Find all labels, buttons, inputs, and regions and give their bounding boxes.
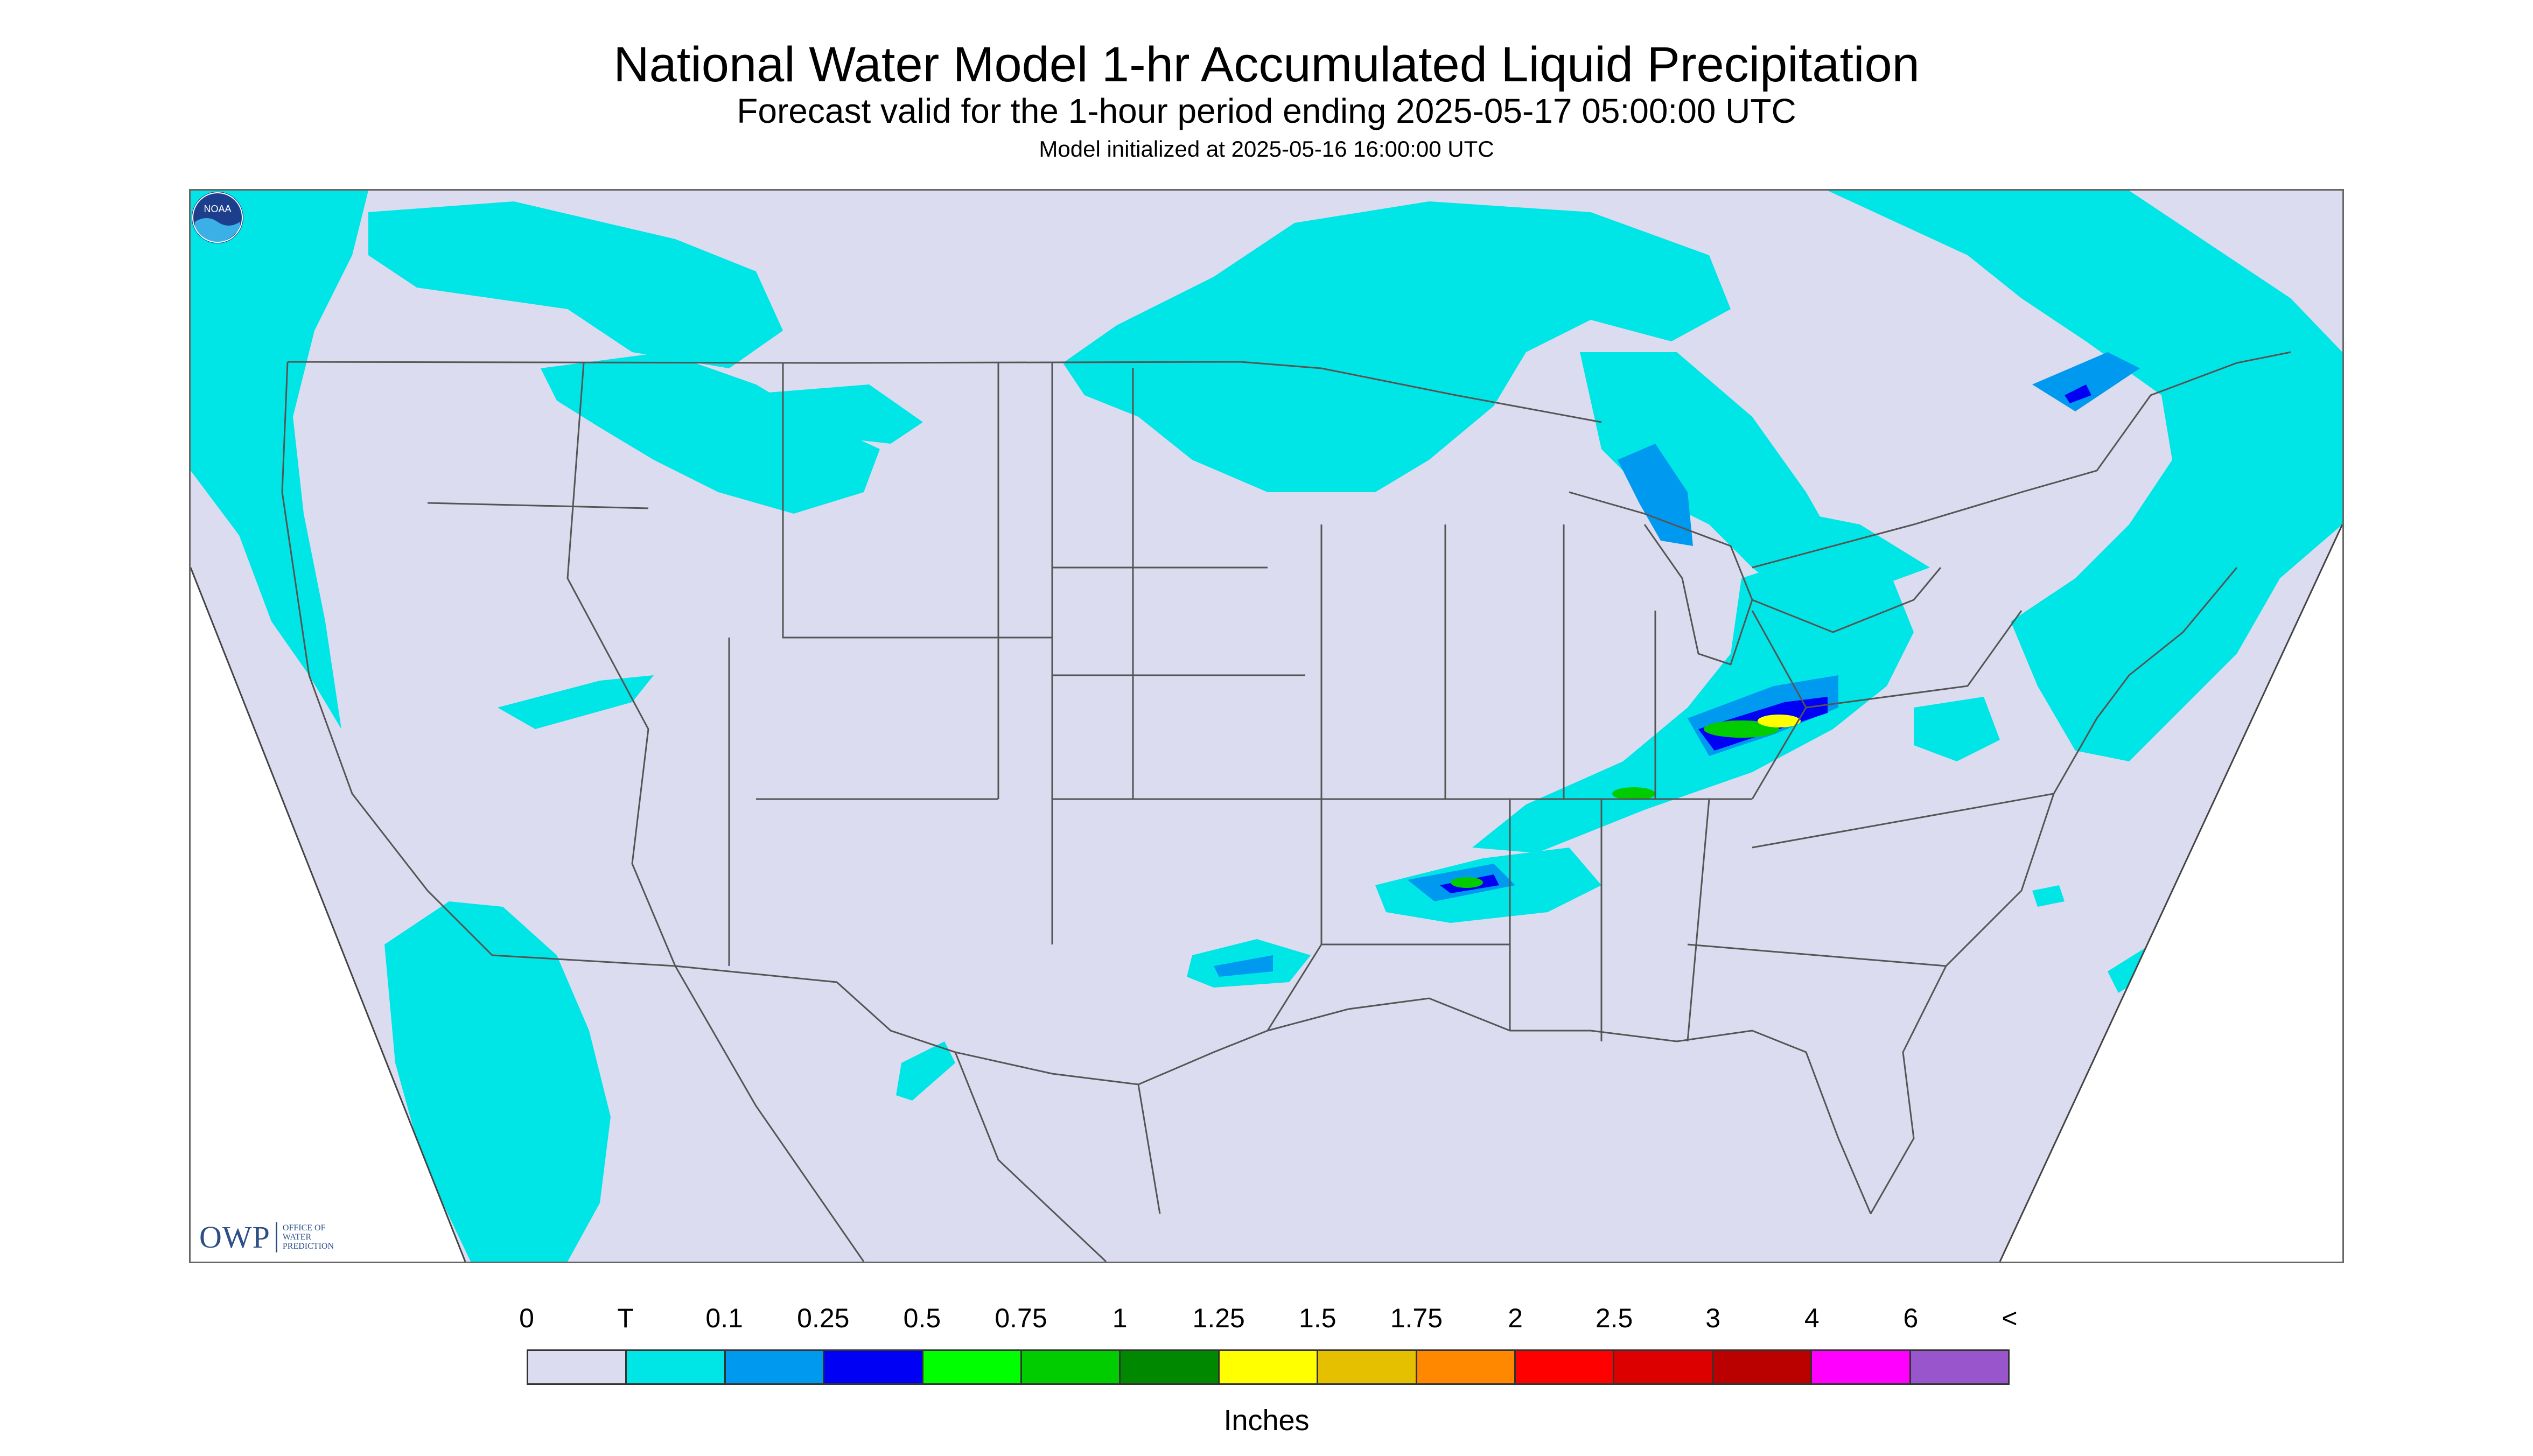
legend-tick-label: 1.25 bbox=[1192, 1303, 1245, 1333]
noaa-logo-icon: NOAA bbox=[192, 192, 243, 243]
legend-tick-label: 2 bbox=[1508, 1303, 1523, 1333]
legend-swatch bbox=[1516, 1351, 1615, 1383]
legend-tick-label: 0.75 bbox=[995, 1303, 1047, 1333]
legend-swatch bbox=[824, 1351, 923, 1383]
color-legend bbox=[527, 1349, 2010, 1385]
legend-swatch bbox=[923, 1351, 1023, 1383]
forecast-valid-subtitle: Forecast valid for the 1-hour period end… bbox=[737, 92, 1796, 130]
legend-swatch bbox=[1022, 1351, 1121, 1383]
legend-swatch bbox=[627, 1351, 726, 1383]
legend-tick-label: 1.75 bbox=[1390, 1303, 1443, 1333]
legend-tick-label: 4 bbox=[1804, 1303, 1820, 1333]
legend-ticks: 0 T 0.1 0.25 0.5 0.75 1 1.25 1.5 1.75 2 2.5 3 4 6 < bbox=[519, 1302, 2018, 1334]
legend-swatch bbox=[1121, 1351, 1220, 1383]
precip-trace-areas bbox=[191, 191, 2342, 1262]
legend-tick-label: 0.1 bbox=[705, 1303, 743, 1333]
legend-tick-label: 3 bbox=[1705, 1303, 1721, 1333]
legend-swatch bbox=[1614, 1351, 1713, 1383]
legend-units: Inches bbox=[1223, 1404, 1310, 1437]
legend-tick-label: 0.25 bbox=[797, 1303, 850, 1333]
legend-tick-label: 2.5 bbox=[1595, 1303, 1633, 1333]
legend-tick-label: T bbox=[617, 1303, 634, 1333]
legend-swatch bbox=[1812, 1351, 1911, 1383]
owp-logo: OWP OFFICE OF WATER PREDICTION bbox=[199, 1219, 353, 1255]
legend-swatch bbox=[725, 1351, 825, 1383]
owp-text: OFFICE OF WATER PREDICTION bbox=[282, 1223, 334, 1251]
legend-swatch bbox=[1318, 1351, 1417, 1383]
map-title: National Water Model 1-hr Accumulated Li… bbox=[613, 37, 1920, 92]
precip-map[interactable]: OWP OFFICE OF WATER PREDICTION NOAA bbox=[189, 189, 2344, 1263]
legend-tick-label: 0 bbox=[519, 1303, 534, 1333]
legend-swatch bbox=[1911, 1351, 2009, 1383]
legend-tick-label: 0.5 bbox=[903, 1303, 941, 1333]
precip-heavy-cores bbox=[1451, 715, 1801, 888]
legend-swatch bbox=[528, 1351, 627, 1383]
legend-tick-label: 6 bbox=[1903, 1303, 1919, 1333]
legend-swatch bbox=[1219, 1351, 1319, 1383]
owp-divider bbox=[275, 1222, 277, 1252]
legend-tick-label: 1.5 bbox=[1299, 1303, 1337, 1333]
legend-tick-label: < bbox=[2002, 1303, 2018, 1333]
boundary-lines bbox=[281, 351, 2291, 1262]
legend-swatch bbox=[1417, 1351, 1516, 1383]
owp-mark: OWP bbox=[199, 1220, 270, 1255]
legend-swatch bbox=[1713, 1351, 1813, 1383]
model-init-subtitle: Model initialized at 2025-05-16 16:00:00… bbox=[1039, 136, 1494, 162]
noaa-logo-text: NOAA bbox=[204, 204, 231, 214]
map-canvas bbox=[191, 191, 2342, 1262]
legend-tick-label: 1 bbox=[1112, 1303, 1128, 1333]
